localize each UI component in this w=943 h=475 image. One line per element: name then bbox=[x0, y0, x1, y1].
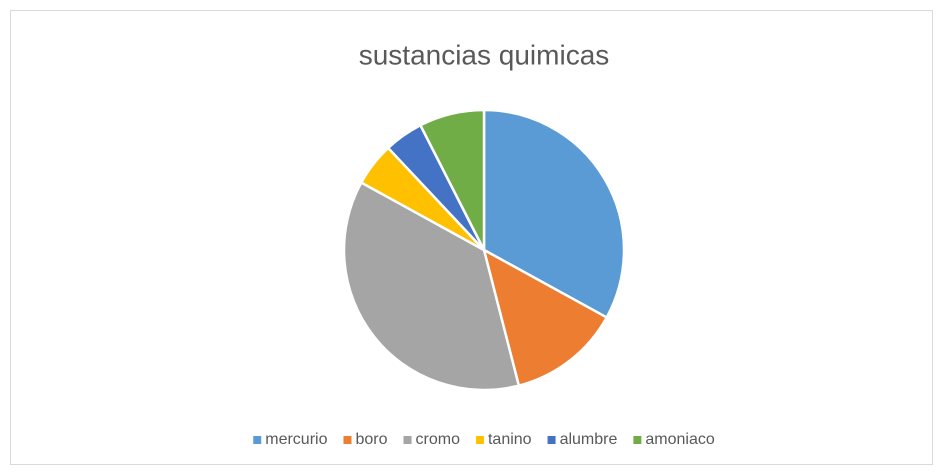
pie-slice bbox=[418, 108, 486, 251]
pie-slice bbox=[482, 247, 609, 388]
pie-slice bbox=[342, 180, 521, 392]
pie-slice bbox=[482, 108, 626, 320]
legend-label: boro bbox=[355, 431, 387, 448]
legend-swatch bbox=[403, 436, 412, 444]
legend-label: tanino bbox=[488, 431, 532, 448]
legend-swatch bbox=[343, 436, 352, 444]
legend-label: alumbre bbox=[560, 431, 618, 448]
legend-swatch bbox=[253, 436, 262, 444]
legend-swatch bbox=[475, 436, 484, 444]
legend-swatch bbox=[633, 436, 642, 444]
legend-swatch bbox=[547, 436, 556, 444]
chart-title: sustancias quimicas bbox=[359, 39, 610, 70]
legend-label: cromo bbox=[416, 431, 461, 448]
legend-label: amoniaco bbox=[645, 431, 714, 448]
legend-label: mercurio bbox=[265, 431, 327, 448]
